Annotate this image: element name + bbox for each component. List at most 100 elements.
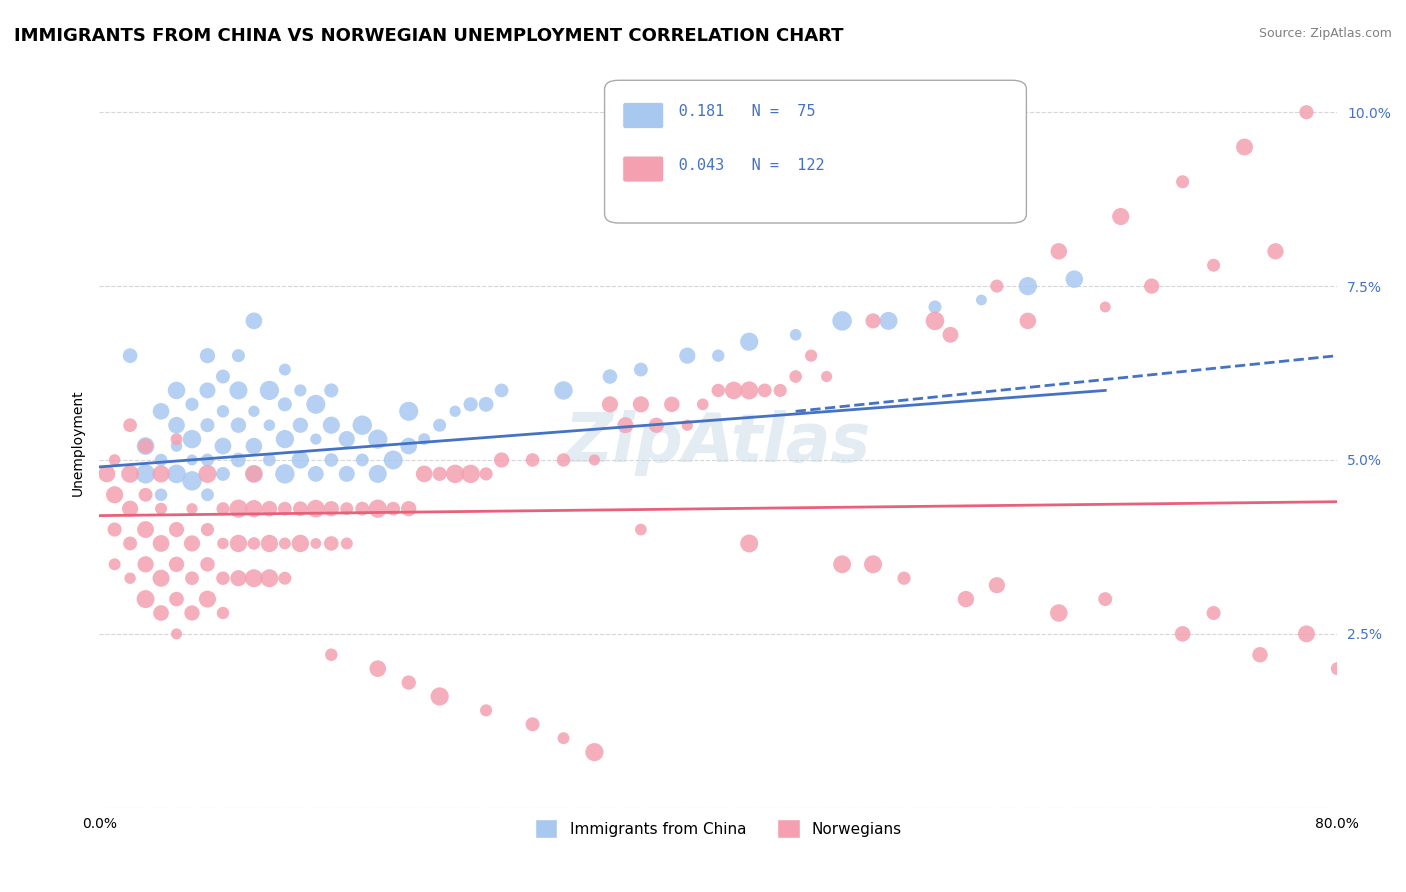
Point <box>955 592 977 607</box>
Point <box>1264 244 1286 259</box>
Point <box>150 501 173 516</box>
Point <box>290 453 312 467</box>
Point <box>831 314 853 328</box>
Point <box>413 432 436 446</box>
Point <box>274 536 297 550</box>
Point <box>259 453 281 467</box>
Point <box>769 384 792 398</box>
Point <box>212 606 235 620</box>
Point <box>1140 279 1163 293</box>
Point <box>135 592 157 607</box>
Point <box>630 362 652 376</box>
Point <box>986 279 1008 293</box>
Point <box>1094 592 1116 607</box>
Point <box>676 349 699 363</box>
Point <box>212 536 235 550</box>
Point <box>181 536 204 550</box>
Point <box>181 474 204 488</box>
Text: ZipAtlas: ZipAtlas <box>565 409 872 475</box>
Point <box>243 467 266 481</box>
Point <box>599 397 621 411</box>
Point <box>614 418 637 433</box>
Point <box>290 501 312 516</box>
Point <box>212 369 235 384</box>
Point <box>321 536 343 550</box>
Point <box>862 314 884 328</box>
Point <box>321 384 343 398</box>
Point <box>1326 662 1348 676</box>
Point <box>166 523 188 537</box>
Point <box>120 418 142 433</box>
Point <box>197 523 219 537</box>
Point <box>1295 627 1317 641</box>
Point <box>676 418 699 433</box>
Point <box>367 501 389 516</box>
Point <box>259 536 281 550</box>
Point <box>228 536 250 550</box>
Point <box>104 453 127 467</box>
Point <box>135 488 157 502</box>
Point <box>583 453 606 467</box>
Legend: Immigrants from China, Norwegians: Immigrants from China, Norwegians <box>529 814 908 844</box>
Point <box>259 501 281 516</box>
Point <box>305 397 328 411</box>
Point <box>630 397 652 411</box>
Point <box>444 467 467 481</box>
Point <box>305 536 328 550</box>
Point <box>429 690 451 704</box>
Point <box>367 432 389 446</box>
Point <box>197 418 219 433</box>
Point <box>166 439 188 453</box>
Point <box>553 731 575 746</box>
Point <box>135 439 157 453</box>
Point <box>1109 210 1132 224</box>
Point <box>181 432 204 446</box>
Point <box>583 745 606 759</box>
Point <box>785 369 807 384</box>
Point <box>738 384 761 398</box>
Point <box>800 349 823 363</box>
Point <box>243 404 266 418</box>
Point <box>877 314 900 328</box>
Point <box>321 453 343 467</box>
Point <box>228 501 250 516</box>
Point <box>1202 258 1225 272</box>
Text: R =  0.181   N =  75: R = 0.181 N = 75 <box>633 104 815 119</box>
Point <box>1047 244 1070 259</box>
Y-axis label: Unemployment: Unemployment <box>72 389 86 496</box>
Point <box>274 397 297 411</box>
Point <box>243 314 266 328</box>
Point <box>228 453 250 467</box>
Point <box>522 717 544 731</box>
Point <box>970 293 993 307</box>
Point <box>228 571 250 585</box>
Point <box>150 404 173 418</box>
Point <box>1171 627 1194 641</box>
Point <box>212 501 235 516</box>
Point <box>522 453 544 467</box>
Point <box>104 523 127 537</box>
Point <box>553 453 575 467</box>
Point <box>429 467 451 481</box>
Point <box>398 439 420 453</box>
Point <box>166 592 188 607</box>
Point <box>754 384 776 398</box>
Point <box>104 488 127 502</box>
Point <box>398 501 420 516</box>
Point <box>785 327 807 342</box>
Point <box>150 467 173 481</box>
Point <box>274 571 297 585</box>
Point <box>460 397 482 411</box>
Point <box>1171 175 1194 189</box>
Point <box>259 384 281 398</box>
Point <box>166 432 188 446</box>
Point <box>986 578 1008 592</box>
Point <box>243 571 266 585</box>
Point <box>398 404 420 418</box>
Point <box>274 432 297 446</box>
Point <box>197 384 219 398</box>
Point <box>321 501 343 516</box>
Point <box>924 314 946 328</box>
Point <box>491 453 513 467</box>
Point <box>1094 300 1116 314</box>
